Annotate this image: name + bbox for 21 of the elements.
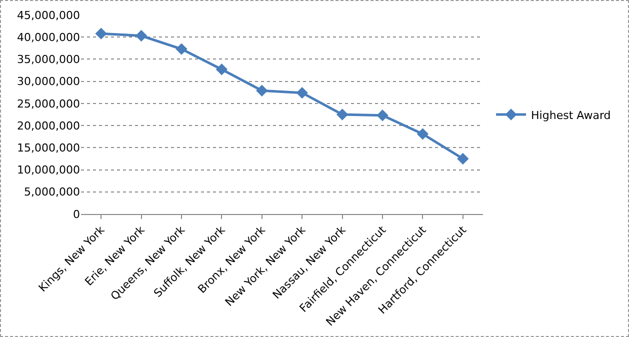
point	[95, 28, 107, 40]
point	[216, 64, 228, 76]
y-tick-label: 30,000,000	[17, 75, 80, 88]
y-tick-label: 15,000,000	[17, 142, 80, 155]
point	[416, 128, 429, 140]
point	[376, 110, 388, 122]
y-tick-label: 45,000,000	[17, 8, 80, 22]
point	[135, 30, 148, 42]
y-tick-label: 40,000,000	[17, 30, 80, 44]
y-tick-label: 20,000,000	[17, 119, 80, 132]
point	[176, 43, 188, 55]
y-tick-label: 5,000,000	[24, 186, 80, 199]
point	[296, 86, 308, 99]
y-tick-label: 0	[73, 208, 80, 221]
legend-label: Highest Award	[531, 108, 611, 122]
point	[336, 108, 348, 120]
y-tick-label: 10,000,000	[17, 164, 80, 177]
point	[457, 152, 469, 165]
y-tick-label: 25,000,000	[17, 97, 80, 110]
y-tick-label: 35,000,000	[17, 53, 80, 66]
point	[256, 84, 268, 96]
